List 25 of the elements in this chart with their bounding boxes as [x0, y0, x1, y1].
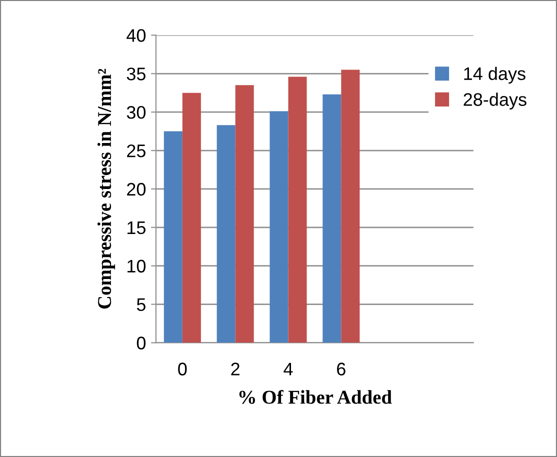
legend-label: 14 days — [464, 66, 526, 84]
bar — [235, 85, 254, 343]
y-tick-label: 40 — [126, 29, 146, 42]
bar — [341, 70, 360, 343]
bar — [182, 92, 201, 343]
bar — [270, 111, 288, 343]
y-tick-label: 20 — [127, 182, 146, 196]
y-tick-label: 0 — [136, 336, 146, 350]
legend-label: 28-days — [464, 92, 526, 110]
x-axis-title: % Of Fiber Added — [239, 390, 392, 404]
bar — [288, 76, 307, 343]
x-tick-label: 6 — [337, 362, 346, 376]
x-tick-label: 4 — [284, 362, 293, 376]
y-tick-label: 30 — [126, 106, 146, 119]
bar — [164, 131, 182, 343]
y-tick-label: 10 — [128, 260, 146, 273]
bar — [322, 94, 342, 343]
y-tick-label: 5 — [136, 298, 146, 312]
y-tick-label: 25 — [127, 144, 146, 158]
y-axis-title: Compressive stress in N/mm² — [97, 68, 116, 309]
y-tick-label: 35 — [126, 68, 146, 80]
bar — [216, 125, 236, 343]
x-tick-label: 0 — [178, 362, 187, 376]
x-tick-label: 2 — [231, 362, 240, 376]
y-tick-label: 15 — [128, 222, 146, 234]
